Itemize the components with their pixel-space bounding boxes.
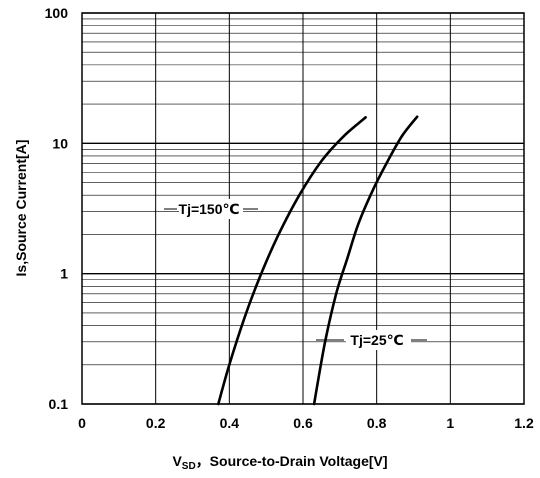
series-label-tj150: Tj=150℃: [164, 199, 258, 219]
series-line-tj25: [312, 115, 419, 406]
x-tick-label: 1: [446, 415, 454, 431]
series-layer: [217, 115, 419, 406]
x-tick-label: 0.2: [146, 415, 166, 431]
tick-labels: 0 0.2 0.4 0.6 0.8 1 1.2 0.1 1 10 100: [45, 5, 534, 431]
label-background: [179, 199, 243, 219]
y-axis-label: Is,Source Current[A]: [13, 140, 29, 277]
y-tick-label: 100: [45, 5, 69, 21]
x-tick-label: 0.6: [293, 415, 313, 431]
x-tick-label: 0.8: [367, 415, 387, 431]
series-label-text: Tj=150℃: [179, 201, 240, 217]
series-label-tj25: Tj=25℃: [316, 330, 427, 350]
y-tick-label: 10: [52, 135, 68, 151]
series-labels: Tj=150℃ Tj=25℃: [164, 199, 427, 350]
x-axis-label: VSD，Source-to-Drain Voltage[V]: [172, 453, 387, 472]
x-tick-label: 0.4: [220, 415, 240, 431]
label-background: [346, 330, 411, 350]
grid: [81, 12, 525, 405]
x-tick-label: 1.2: [514, 415, 534, 431]
series-line-tj150: [217, 116, 367, 406]
y-tick-label: 0.1: [49, 396, 69, 412]
plot-frame: [81, 12, 525, 405]
series-label-text: Tj=25℃: [350, 332, 403, 348]
x-tick-label: 0: [78, 415, 86, 431]
y-tick-label: 1: [60, 266, 68, 282]
